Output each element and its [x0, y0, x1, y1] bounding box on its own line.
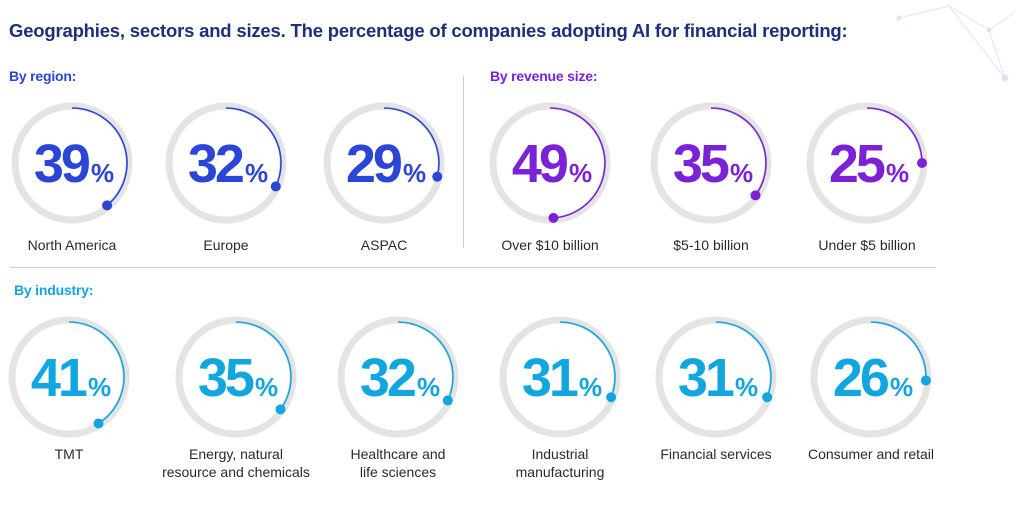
- gauge-arc-over-10-billion: [549, 107, 606, 219]
- gauge-end-dot-consumer-and-retail: [920, 375, 931, 386]
- horizontal-divider: [10, 267, 936, 268]
- gauge-track-tmt: [8, 316, 130, 438]
- category-label-consumer-and-retail: Consumer and retail: [807, 446, 935, 462]
- category-label-tmt: TMT: [54, 446, 84, 462]
- category-label-north-america: North America: [27, 237, 117, 253]
- gauge-track-europe: [165, 102, 287, 224]
- gauge-arc-financial-services: [715, 321, 772, 398]
- category-label-energy-natural-resource-and-chemicals: Energy, natural resource and chemicals: [162, 446, 310, 480]
- gauge-track-financial-services: [655, 316, 777, 438]
- value-label-industrial-manufacturing: 31%: [522, 348, 602, 408]
- gauge-arc-industrial-manufacturing: [559, 321, 616, 398]
- category-label-under-5-billion: Under $5 billion: [818, 237, 916, 253]
- gauge-arc-under-5-billion: [866, 107, 923, 164]
- category-label-europe: Europe: [203, 237, 249, 253]
- value-label-over-10-billion: 49%: [512, 134, 592, 194]
- value-label-europe: 32%: [188, 134, 268, 194]
- gauge-end-dot-europe: [270, 181, 281, 192]
- gauge-end-dot-healthcare-and-life-sciences: [442, 395, 453, 406]
- value-label-energy-natural-resource-and-chemicals: 35%: [198, 348, 278, 408]
- gauge-end-dot-north-america: [102, 200, 113, 211]
- gauge-arc-europe: [225, 107, 282, 187]
- gauge-track-energy-natural-resource-and-chemicals: [175, 316, 297, 438]
- category-label-healthcare-and-life-sciences: Healthcare and life sciences: [350, 446, 446, 480]
- value-label-healthcare-and-life-sciences: 32%: [360, 348, 440, 408]
- gauge-end-dot-5-10-billion: [750, 190, 761, 201]
- value-label-tmt: 41%: [31, 348, 111, 408]
- category-label-over-10-billion: Over $10 billion: [501, 237, 599, 253]
- gauge-track-north-america: [11, 102, 133, 224]
- section-label-revenue: By revenue size:: [490, 68, 598, 84]
- value-label-under-5-billion: 25%: [829, 134, 909, 194]
- category-label-aspac: ASPAC: [360, 237, 408, 253]
- gauge-end-dot-financial-services: [762, 392, 773, 403]
- section-label-region: By region:: [9, 68, 77, 84]
- gauge-end-dot-over-10-billion: [548, 212, 559, 223]
- gauge-arc-5-10-billion: [710, 107, 767, 196]
- gauge-arc-north-america: [71, 107, 128, 206]
- value-label-aspac: 29%: [346, 134, 426, 194]
- gauge-end-dot-industrial-manufacturing: [606, 392, 617, 403]
- gauge-arc-energy-natural-resource-and-chemicals: [235, 321, 292, 410]
- category-label-industrial-manufacturing: Industrial manufacturing: [515, 446, 605, 480]
- gauge-end-dot-under-5-billion: [917, 158, 927, 168]
- value-label-5-10-billion: 35%: [673, 134, 753, 194]
- gauge-arc-tmt: [68, 321, 125, 425]
- gauge-end-dot-aspac: [432, 171, 443, 182]
- value-label-north-america: 39%: [34, 134, 114, 194]
- category-label-5-10-billion: $5-10 billion: [673, 237, 749, 253]
- gauge-end-dot-tmt: [93, 418, 104, 429]
- page-title: Geographies, sectors and sizes. The perc…: [9, 20, 848, 41]
- gauge-track-5-10-billion: [650, 102, 772, 224]
- gauge-arc-healthcare-and-life-sciences: [397, 321, 454, 401]
- gauge-track-aspac: [323, 102, 445, 224]
- category-label-financial-services: Financial services: [660, 446, 772, 462]
- vertical-divider: [463, 76, 464, 248]
- value-label-consumer-and-retail: 26%: [833, 348, 913, 408]
- network-decoration: [896, 5, 1016, 82]
- gauge-track-healthcare-and-life-sciences: [337, 316, 459, 438]
- gauge-track-industrial-manufacturing: [499, 316, 621, 438]
- gauge-arc-aspac: [383, 107, 440, 177]
- section-label-industry: By industry:: [14, 282, 94, 298]
- value-label-financial-services: 31%: [678, 348, 758, 408]
- gauge-end-dot-energy-natural-resource-and-chemicals: [275, 404, 286, 415]
- gauge-arc-consumer-and-retail: [870, 321, 927, 381]
